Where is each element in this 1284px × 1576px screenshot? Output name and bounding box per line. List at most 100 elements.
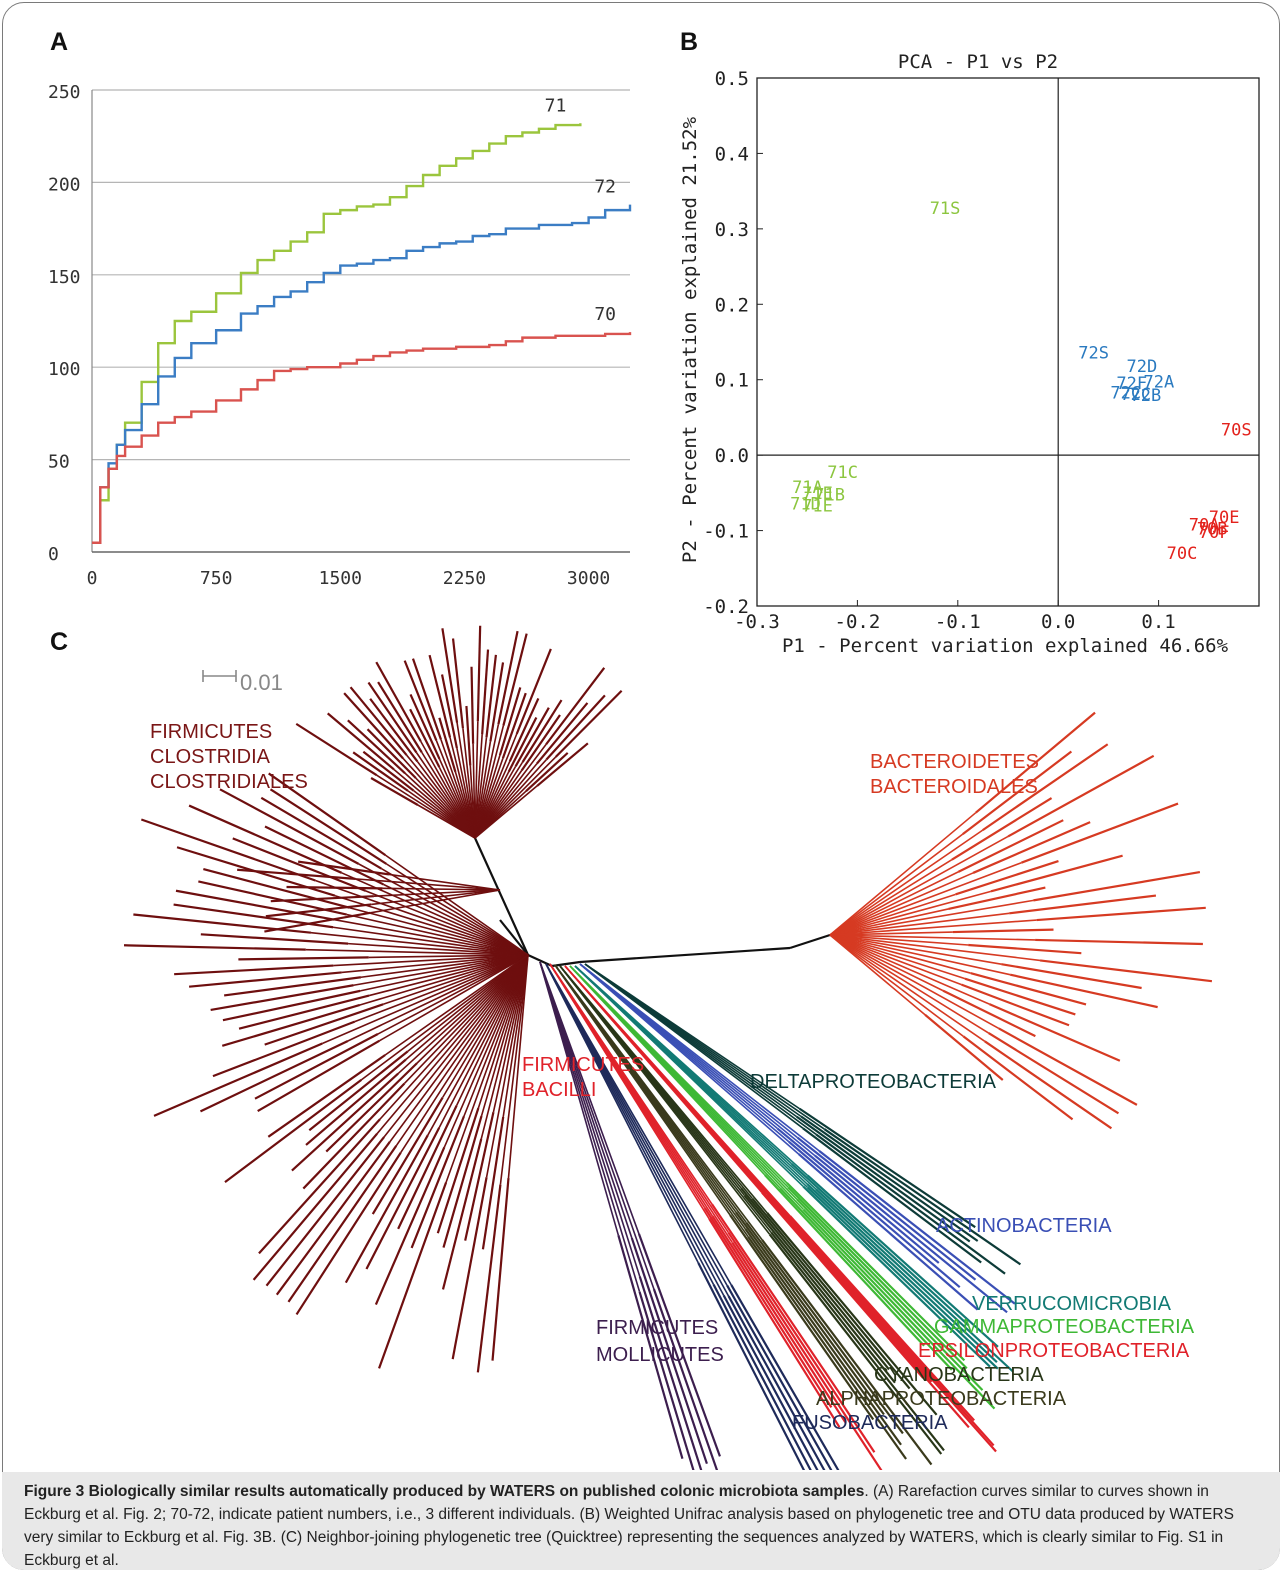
tree-branch-actinobacteria <box>797 1153 979 1311</box>
point-label: 72F <box>1116 374 1147 394</box>
tree-branch-clostridia <box>445 954 529 1183</box>
tree-branch-bacteroidetes <box>988 1032 1120 1115</box>
tree-branch <box>473 837 530 956</box>
point-label: 71S <box>930 199 961 219</box>
y-tick-label: 100 <box>48 359 81 380</box>
point-label: 71B <box>814 485 845 505</box>
tree-branch-bacteroidetes <box>1036 906 1206 922</box>
tree-branch-clostridia <box>498 687 522 756</box>
tree-branch-actinobacteria <box>776 1127 940 1264</box>
y-tick-label: 0.2 <box>715 294 749 316</box>
tree-branch-epsilonproteobacteria <box>761 1191 924 1379</box>
tree-branch-clostridia <box>403 660 438 741</box>
tree-branch-bacteroidetes <box>1021 802 1179 864</box>
x-tick-label: -0.3 <box>734 611 780 633</box>
tree-branch-bacteroidetes <box>829 893 956 936</box>
tree-branch-clostridia <box>536 742 589 787</box>
tree-branch-fusobacteria <box>712 1283 812 1470</box>
tree-branch-bacteroidetes <box>829 934 972 974</box>
tree-branch <box>527 954 553 967</box>
tree-branch-clostridia <box>377 681 423 753</box>
tree-branch <box>551 960 581 968</box>
point-label: 71E <box>802 484 833 504</box>
tree-branch-clostridia <box>507 954 529 1179</box>
series-end-label: 70 <box>594 304 616 325</box>
tree-branch-actinobacteria <box>788 1140 961 1289</box>
tree-branch-clostridia <box>489 662 505 742</box>
tree-branch-epsilonproteobacteria <box>786 1219 970 1429</box>
tree-branch-mollicutes <box>638 1291 695 1470</box>
tree-branch-clostridia <box>420 740 476 839</box>
tree-branch-alphaproteobacteria <box>554 964 731 1216</box>
tree-branch-bacteroidetes <box>952 928 1054 934</box>
tree-branch-bacteroidetes <box>829 934 962 986</box>
tree-branch-bacteroidetes <box>829 934 1002 965</box>
y-tick-label: 0.0 <box>715 445 749 467</box>
tree-branch-clostridia <box>352 751 409 792</box>
tree-branch-bacilli <box>711 1215 847 1424</box>
clade-label: MOLLICUTES <box>596 1344 724 1366</box>
y-tick-label: 50 <box>48 452 70 473</box>
tree-branch-clostridia <box>254 1033 379 1100</box>
y-tick-label: 200 <box>48 174 81 195</box>
tree-branch-mollicutes <box>617 1234 684 1460</box>
tree-branch-clostridia <box>499 954 529 1185</box>
tree-branch-clostridia <box>371 1096 444 1215</box>
tree-branch-clostridia <box>368 954 529 997</box>
point-label: 72D <box>1126 357 1157 377</box>
tree-branch-actinobacteria <box>818 1149 1016 1305</box>
panel-b-label: B <box>680 28 699 56</box>
tree-branch-clostridia <box>502 954 529 1118</box>
tree-branch-clostridia <box>377 954 529 1035</box>
clade-label: GAMMAPROTEOBACTERIA <box>934 1316 1195 1338</box>
series-line-71 <box>92 123 582 544</box>
tree-branch-clostridia <box>474 725 505 839</box>
clade-label: FIRMICUTES <box>150 721 272 743</box>
scale-label: 0.01 <box>240 670 283 695</box>
tree-branch-deltaproteobacteria <box>799 1107 976 1229</box>
tree-branch-clostridia <box>219 788 360 865</box>
tree-branch-bacilli <box>708 1218 841 1428</box>
tree-branch-clostridia <box>465 705 472 766</box>
tree-branch-gammaproteobacteria <box>802 1208 996 1410</box>
y-tick-label: 150 <box>48 267 81 288</box>
tree-branch-bacteroidetes <box>1035 938 1203 946</box>
tree-branch-bacilli <box>711 1203 846 1402</box>
tree-branch-clostridia <box>409 708 441 768</box>
clade-label: VERRUCOMICROBIA <box>972 1293 1172 1315</box>
tree-branch-clostridia <box>440 674 458 749</box>
series-line-70 <box>92 332 632 544</box>
tree-branch-clostridia <box>198 880 347 916</box>
tree-branch-clostridia <box>368 954 529 959</box>
tree-branch-clostridia <box>515 648 552 735</box>
tree-branch-bacteroidetes <box>829 861 1022 936</box>
tree-branch-bacteroidetes <box>829 934 1041 962</box>
tree-branch <box>789 933 831 950</box>
x-tick-label: 2250 <box>443 568 486 589</box>
tree-branch-clostridia <box>383 954 529 1138</box>
tree-branch-clostridia <box>257 1039 380 1113</box>
tree-branch-clostridia <box>476 625 482 722</box>
tree-branch-clostridia <box>492 954 529 1113</box>
tree-branch-cyanobacteria <box>559 965 771 1235</box>
tree-branch-bacteroidetes <box>829 934 1011 976</box>
tree-branch-clostridia <box>268 772 387 857</box>
tree-branch-clostridia <box>451 638 465 729</box>
tree-branch-clostridia <box>378 954 529 1042</box>
tree-branch-clostridia <box>349 686 408 756</box>
tree-branch-clostridia <box>333 954 529 967</box>
tree-branch-clostridia <box>405 954 529 1061</box>
tree-branch-clostridia <box>520 714 561 771</box>
tree-branch-clostridia <box>462 728 476 839</box>
point-label: 72C <box>1110 384 1141 404</box>
tree-branch-clostridia <box>416 954 529 1064</box>
tree-branch-bacteroidetes <box>1009 973 1158 1009</box>
tree-branch-bacteroidetes <box>1039 959 1213 983</box>
tree-branch-clostridia <box>497 630 519 725</box>
tree-branch-clostridia <box>252 1132 378 1281</box>
tree-branch-clostridia <box>346 913 529 956</box>
tree-branch-clostridia <box>427 954 529 1136</box>
tree-branch-clostridia <box>438 717 457 773</box>
point-label: 70F <box>1199 523 1230 543</box>
tree-branch-bacilli <box>727 1231 876 1453</box>
